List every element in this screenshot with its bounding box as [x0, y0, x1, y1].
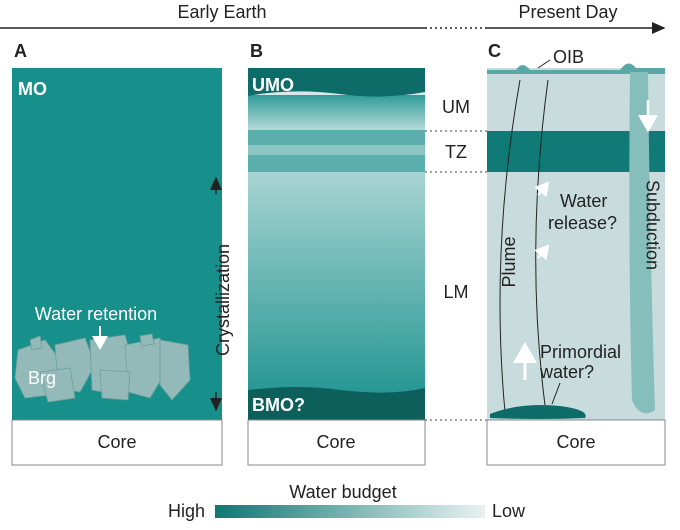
core-label: Core [97, 432, 136, 452]
layer-label: MO [18, 79, 47, 99]
panel-label: C [488, 41, 501, 61]
crystallization: Crystallization [210, 176, 233, 412]
legend-low: Low [492, 501, 526, 521]
timeline-left: Early Earth [177, 2, 266, 22]
release-label: Water [560, 191, 607, 211]
timeline: Early Earth Present Day [0, 2, 666, 34]
primordial-label: Primordial [540, 342, 621, 362]
layer-label: BMO? [252, 395, 305, 415]
panel-label: B [250, 41, 263, 61]
legend: Water budget High Low [168, 482, 526, 521]
panel-a: A MO Water retention Brg Core [11, 41, 223, 466]
timeline-right: Present Day [518, 2, 617, 22]
panel-b: B UMO BMO? Core [247, 41, 426, 466]
crystallization-label: Crystallization [213, 244, 233, 356]
plume-label: Plume [499, 236, 519, 287]
legend-title: Water budget [289, 482, 396, 502]
core-label: Core [316, 432, 355, 452]
subduction-label: Subduction [642, 180, 662, 270]
layer-label: UMO [252, 75, 294, 95]
primordial-label: water? [539, 362, 594, 382]
core-label: Core [556, 432, 595, 452]
hotspot-label: OIB [553, 47, 584, 67]
panel-c: C OIB Water release? Plume Subduction Pr… [486, 41, 666, 466]
layer-names: UM TZ LM [425, 97, 487, 421]
panel-label: A [14, 41, 27, 61]
mineral-label: Brg [28, 368, 56, 388]
annotation: Water retention [35, 304, 157, 324]
layer-name: LM [443, 282, 468, 302]
release-label: release? [548, 213, 617, 233]
layer-name: TZ [445, 142, 467, 162]
legend-high: High [168, 501, 205, 521]
layer-name: UM [442, 97, 470, 117]
